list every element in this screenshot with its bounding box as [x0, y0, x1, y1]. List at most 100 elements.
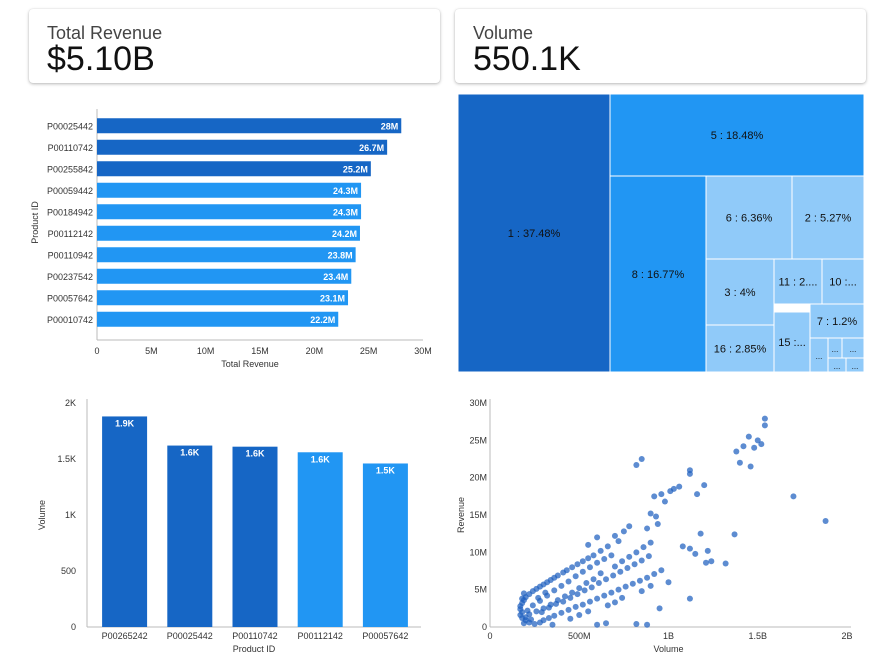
bar-data-label: 1.9K — [115, 418, 135, 428]
x-tick-label: 1.5B — [748, 631, 767, 641]
y-axis-title: Volume — [37, 500, 47, 530]
scatter-point — [661, 498, 668, 505]
scatter-point — [686, 470, 693, 477]
bar-data-label: 24.3M — [333, 207, 358, 217]
treemap-tile-label: 7 : 1.2% — [817, 316, 858, 328]
scatter-point — [638, 456, 645, 462]
scatter-point — [590, 552, 597, 559]
bar — [167, 445, 213, 627]
treemap-tile — [458, 94, 611, 372]
scatter-point — [594, 621, 601, 628]
treemap-chart: 1 : 37.48% 5 : 18.48% 8 : 16.77% 6 : 6.36% 2… — [458, 94, 864, 372]
scatter-point — [694, 491, 701, 498]
scatter-point — [708, 558, 715, 565]
scatter-point — [520, 620, 527, 627]
bar — [97, 118, 402, 134]
y-tick-label: P00110942 — [48, 250, 93, 260]
y-tick-label: 1K — [65, 510, 76, 520]
scatter-point — [567, 615, 574, 622]
scatter-point — [665, 579, 672, 586]
bar-data-label: 24.2M — [332, 229, 357, 239]
scatter-point — [560, 569, 567, 576]
scatter-point — [620, 528, 627, 535]
x-axis-title: Volume — [653, 644, 683, 654]
scatter-point — [529, 602, 536, 609]
bar — [102, 416, 148, 627]
scatter-point — [676, 483, 683, 490]
bar-data-label: 1.5K — [376, 465, 396, 475]
y-tick-label: 0 — [482, 622, 487, 632]
y-tick-label: 15M — [469, 510, 487, 520]
treemap-tile-label: 3 : 4% — [724, 287, 755, 299]
scatter-point — [574, 591, 581, 598]
y-tick-label: P00059442 — [47, 186, 93, 196]
scatter-point — [651, 570, 658, 577]
treemap-tile-label: 1 : 37.48% — [508, 228, 561, 240]
bar — [97, 161, 371, 177]
scatter-point — [647, 582, 654, 589]
y-tick-label: 2K — [65, 398, 76, 408]
y-tick-label: 10M — [469, 547, 487, 557]
y-tick-label: 25M — [469, 435, 487, 445]
y-tick-label: P00057642 — [47, 293, 93, 303]
scatter-point — [644, 621, 651, 628]
scatter-point — [622, 583, 629, 590]
treemap-tile-label: 5 : 18.48% — [711, 130, 764, 142]
scatter-point — [585, 608, 592, 615]
scatter-point — [615, 538, 622, 545]
bar — [97, 182, 362, 198]
scatter-point — [633, 621, 640, 628]
scatter-point — [594, 534, 601, 541]
x-axis-title: Total Revenue — [221, 359, 279, 369]
scatter-point — [535, 594, 542, 601]
bar-data-label: 23.4M — [323, 272, 348, 282]
scatter-point — [608, 552, 615, 559]
scatter-point — [733, 448, 740, 455]
scatter-point — [586, 598, 593, 605]
scatter-point — [631, 561, 638, 568]
volume-label: Volume — [473, 23, 534, 43]
treemap-tile-label: ... — [816, 352, 823, 361]
scatter-point — [686, 545, 693, 552]
total-revenue-value: $5.10B — [47, 40, 155, 78]
volume-card: Volume 550.1K — [455, 9, 866, 83]
scatter-point — [647, 510, 654, 517]
scatter-point — [576, 585, 583, 592]
treemap-tile — [821, 258, 864, 305]
scatter-point — [761, 422, 768, 429]
scatter-point — [565, 578, 572, 585]
y-tick-label: P00184942 — [47, 207, 93, 217]
scatter-point — [751, 444, 758, 451]
scatter-point — [590, 576, 597, 583]
treemap-tile — [809, 303, 864, 339]
scatter-point — [604, 602, 611, 609]
bar-data-label: 1.6K — [180, 448, 200, 458]
scatter-point — [761, 415, 768, 422]
scatter-point — [686, 595, 693, 602]
bar — [97, 247, 356, 263]
scatter-point — [651, 493, 658, 500]
scatter-point — [692, 550, 699, 557]
bar-data-label: 24.3M — [333, 186, 358, 196]
scatter-point — [702, 559, 709, 566]
treemap-tile — [609, 94, 864, 177]
scatter-point — [542, 589, 549, 596]
treemap-tile-label: ... — [850, 345, 857, 354]
scatter-point — [595, 579, 602, 586]
treemap-tile-label: 15 :... — [778, 337, 806, 349]
scatter-point — [626, 553, 633, 560]
scatter-point — [638, 588, 645, 595]
scatter-point — [626, 523, 633, 530]
volume-value: 550.1K — [473, 40, 581, 78]
y-tick-label: P00010742 — [47, 315, 93, 325]
scatter-point — [633, 461, 640, 468]
x-axis-title: Product ID — [233, 644, 276, 654]
scatter-point — [572, 603, 579, 610]
bar — [97, 311, 339, 327]
scatter-point — [611, 532, 618, 539]
total-revenue-card: Total Revenue $5.10B — [29, 9, 440, 83]
revenue-vs-volume-scatter: 0 500M 1B 1.5B 2B 0 5M 10M 15M 20M 25M 30M Volume Rev… — [456, 398, 853, 654]
scatter-point — [567, 594, 574, 601]
scatter-point — [597, 547, 604, 554]
scatter-point — [528, 616, 535, 623]
